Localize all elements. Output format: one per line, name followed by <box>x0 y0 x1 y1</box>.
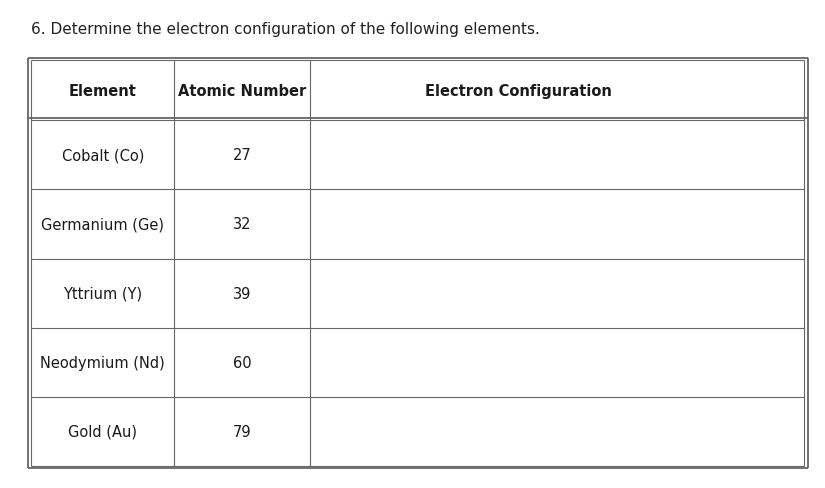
Text: Neodymium (Nd): Neodymium (Nd) <box>40 355 165 370</box>
Text: 6. Determine the electron configuration of the following elements.: 6. Determine the electron configuration … <box>31 22 540 37</box>
Text: Yttrium (Y): Yttrium (Y) <box>64 286 143 301</box>
Text: Gold (Au): Gold (Au) <box>68 424 137 439</box>
Text: Element: Element <box>69 83 137 99</box>
Text: 79: 79 <box>233 424 252 439</box>
Text: Atomic Number: Atomic Number <box>178 83 306 99</box>
Text: 32: 32 <box>233 217 252 232</box>
Text: 60: 60 <box>233 355 252 370</box>
Text: Cobalt (Co): Cobalt (Co) <box>62 148 144 163</box>
Text: Electron Configuration: Electron Configuration <box>425 83 612 99</box>
Text: Germanium (Ge): Germanium (Ge) <box>41 217 164 232</box>
Text: 27: 27 <box>233 148 252 163</box>
Text: 39: 39 <box>233 286 251 301</box>
